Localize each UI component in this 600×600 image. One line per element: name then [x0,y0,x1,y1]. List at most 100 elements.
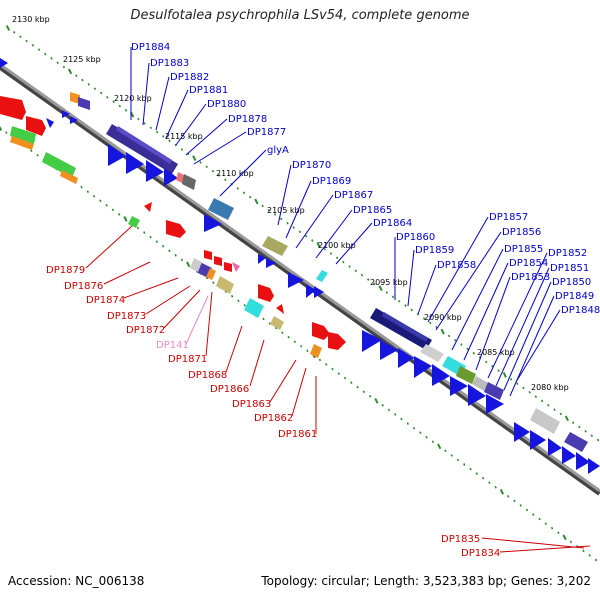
gene-box-orange[interactable] [10,136,34,150]
gene-label[interactable]: DP1870 [292,160,331,171]
gene-box-orange[interactable] [70,92,80,104]
gene-label[interactable]: DP1871 [168,354,207,365]
gene-label[interactable]: DP1865 [353,205,392,216]
gene-arrow-forward[interactable] [126,152,144,174]
gene-arrow-reverse[interactable] [276,304,284,314]
gene-arrow-forward[interactable] [288,272,304,288]
gene-label[interactable]: DP1850 [552,277,591,288]
gene-arrow-reverse[interactable] [258,284,274,302]
gene-label[interactable]: DP1834 [461,548,500,559]
gene-box-purple[interactable] [78,97,90,110]
gene-arrow-forward[interactable] [588,458,600,474]
gene-box-dark-purple[interactable] [116,126,172,164]
gene-box-navy[interactable] [370,308,432,350]
gene-label[interactable]: DP1881 [189,85,228,96]
gene-label[interactable]: DP1860 [396,232,435,243]
gene-arrow-forward[interactable] [468,384,486,406]
gene-label-pink[interactable]: DP141 [156,340,189,351]
gene-box-khaki[interactable] [262,236,288,256]
gene-arrow-forward[interactable] [576,452,590,470]
gene-label[interactable]: DP1856 [502,227,541,238]
gene-box-light-gray[interactable] [472,376,490,392]
gene-label[interactable]: DP1864 [373,218,412,229]
gene-label[interactable]: glyA [267,145,289,156]
gene-label[interactable]: DP1874 [86,295,125,306]
gene-arrow-forward[interactable] [398,348,414,368]
gene-label[interactable]: DP1853 [511,272,550,283]
gene-arrow-forward[interactable] [486,394,504,414]
gene-arrow-reverse[interactable] [214,256,222,266]
gene-arrow-reverse[interactable] [46,118,54,128]
gene-box-khaki[interactable] [270,316,284,330]
gene-box-green[interactable] [42,152,76,178]
gene-label[interactable]: DP1868 [188,370,227,381]
gene-box-purple[interactable] [564,432,588,452]
gene-arrow-reverse[interactable] [0,96,26,120]
gene-box-khaki[interactable] [216,276,234,294]
gene-arrow-reverse[interactable] [166,220,186,238]
gene-box-steel[interactable] [208,198,234,220]
gene-label[interactable]: DP1879 [46,265,85,276]
gene-arrow-forward[interactable] [306,284,316,298]
gene-arrow-forward[interactable] [450,376,468,396]
gene-label[interactable]: DP1878 [228,114,267,125]
gene-arrow-forward[interactable] [146,160,164,182]
gene-label[interactable]: DP1852 [548,248,587,259]
gene-label[interactable]: DP1876 [64,281,103,292]
gene-arrow-forward[interactable] [266,258,276,268]
gene-label[interactable]: DP1863 [232,399,271,410]
gene-box-olive[interactable] [456,366,476,384]
gene-label[interactable]: DP1880 [207,99,246,110]
gene-box-dark-purple[interactable] [106,124,178,174]
gene-label[interactable]: DP1877 [247,127,286,138]
gene-box-navy[interactable] [382,312,428,342]
gene-arrow-reverse[interactable] [224,262,232,272]
gene-label[interactable]: DP1862 [254,413,293,424]
gene-arrow-forward[interactable] [514,422,530,442]
gene-arrow-reverse[interactable] [144,202,152,212]
gene-box-orange[interactable] [206,268,216,280]
gene-label[interactable]: DP1883 [150,58,189,69]
gene-arrow-forward[interactable] [414,356,432,378]
gene-box-orange[interactable] [60,170,78,184]
gene-label[interactable]: DP1866 [210,384,249,395]
gene-box-green[interactable] [10,126,36,144]
gene-label[interactable]: DP1854 [509,258,548,269]
gene-arrow-forward[interactable] [562,446,576,464]
gene-label[interactable]: DP1882 [170,72,209,83]
gene-arrow-reverse[interactable] [204,250,212,260]
gene-box-cyan[interactable] [316,270,328,282]
gene-arrow-reverse[interactable] [312,322,330,340]
gene-box-gray[interactable] [182,174,196,190]
gene-box-green[interactable] [128,216,140,228]
gene-label[interactable]: DP1857 [489,212,528,223]
gene-label[interactable]: DP1849 [555,291,594,302]
gene-label[interactable]: DP1867 [334,190,373,201]
gene-arrow-forward[interactable] [0,58,8,68]
gene-arrow-forward[interactable] [70,116,78,124]
gene-label[interactable]: DP1873 [107,311,146,322]
gene-arrow-forward[interactable] [530,430,546,450]
gene-label[interactable]: DP1835 [441,534,480,545]
gene-arrow-forward[interactable] [164,168,178,186]
gene-label[interactable]: DP1855 [504,244,543,255]
gene-box-light-gray[interactable] [190,258,202,272]
gene-box-cyan[interactable] [244,298,264,318]
gene-arrow-forward[interactable] [314,286,324,298]
gene-label[interactable]: DP1851 [550,263,589,274]
gene-arrow-forward[interactable] [204,214,222,232]
gene-arrow-reverse[interactable] [26,116,46,136]
gene-arrow-reverse[interactable] [328,332,346,350]
gene-label[interactable]: DP1858 [437,260,476,271]
gene-label[interactable]: DP1869 [312,176,351,187]
gene-label[interactable]: DP1859 [415,245,454,256]
gene-label[interactable]: DP1861 [278,429,317,440]
gene-label[interactable]: DP1884 [131,42,170,53]
gene-box-light-gray[interactable] [530,408,560,434]
gene-arrow-reverse[interactable] [232,262,240,272]
gene-arrow-forward[interactable] [108,144,126,166]
gene-arrow-forward[interactable] [432,364,450,386]
gene-arrow-forward[interactable] [362,330,382,352]
gene-box-purple[interactable] [484,382,504,400]
gene-label[interactable]: DP1848 [561,305,600,316]
